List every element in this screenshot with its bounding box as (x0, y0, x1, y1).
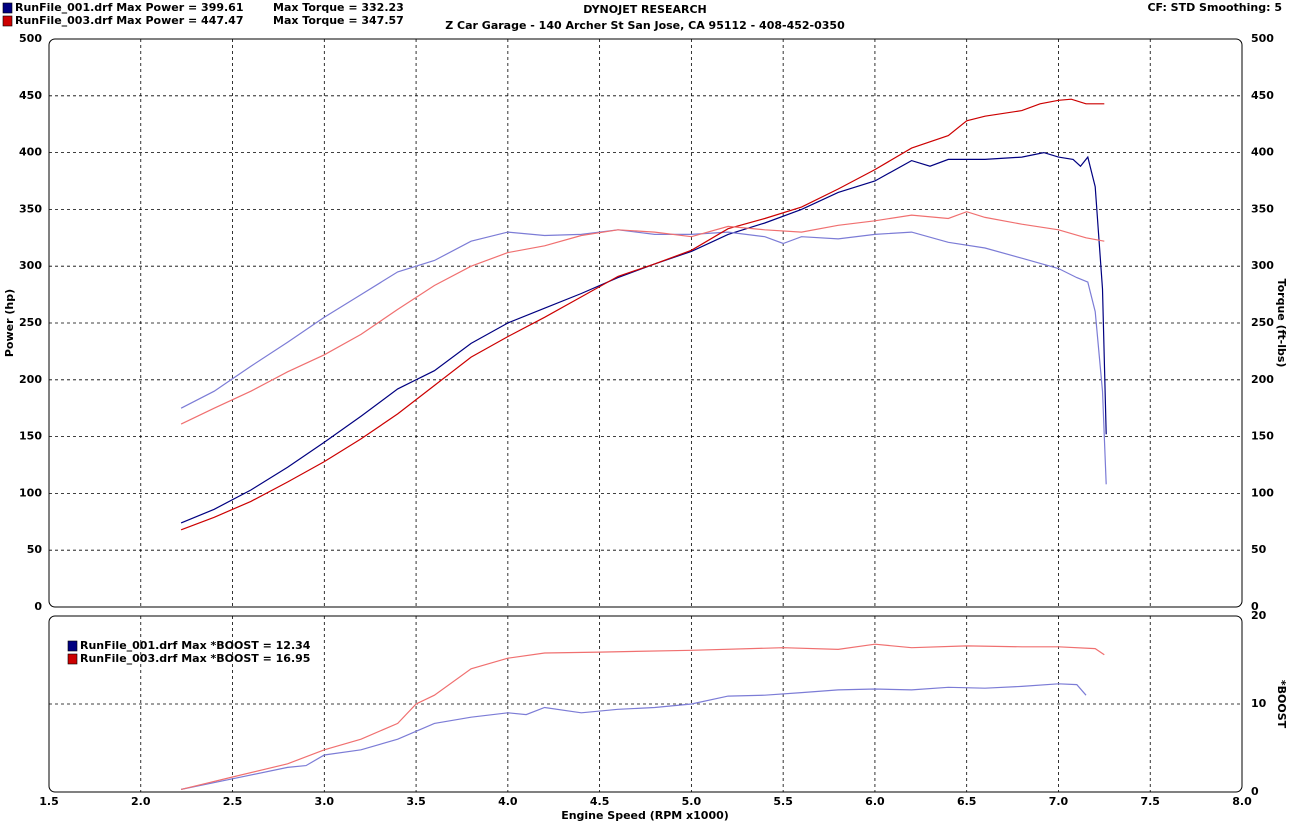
legend-entry: RunFile_003.drf Max Power = 447.47 (15, 14, 244, 27)
y-tick-label: 50 (27, 543, 43, 556)
legend-swatch (2, 2, 13, 14)
x-tick-label: 5.5 (773, 795, 793, 808)
chart-subtitle: Z Car Garage - 140 Archer St San Jose, C… (445, 19, 845, 32)
series-line (180, 98, 1105, 531)
legend-entry: RunFile_003.drf Max *BOOST = 16.95 (80, 652, 310, 665)
y2-tick-label: 450 (1251, 89, 1274, 102)
x-tick-label: 1.5 (39, 795, 59, 808)
series-line (180, 151, 1107, 524)
y-tick-label: 100 (19, 486, 42, 499)
y2-axis-title: Torque (ft-lbs) (1275, 279, 1288, 368)
y2-tick-label: 350 (1251, 202, 1274, 215)
x-tick-label: 2.5 (223, 795, 243, 808)
y2-tick-label: 250 (1251, 316, 1274, 329)
x-tick-label: 8.0 (1232, 795, 1252, 808)
y2-tick-label: 10 (1251, 697, 1267, 710)
y2-tick-label: 0 (1251, 600, 1259, 613)
x-tick-label: 3.0 (315, 795, 335, 808)
boost-axis-title: *BOOST (1275, 680, 1288, 729)
x-tick-label: 7.0 (1049, 795, 1069, 808)
x-tick-label: 4.5 (590, 795, 610, 808)
series-line (180, 643, 1105, 790)
y2-tick-label: 50 (1251, 543, 1267, 556)
y-tick-label: 0 (34, 600, 42, 613)
series-line (180, 229, 1107, 485)
y2-tick-label: 0 (1251, 785, 1259, 798)
legend-entry: Max Torque = 347.57 (273, 14, 404, 27)
legend-entry: RunFile_001.drf Max Power = 399.61 (15, 1, 244, 14)
y-tick-label: 200 (19, 373, 42, 386)
y2-tick-label: 300 (1251, 259, 1274, 272)
y2-tick-label: 20 (1251, 609, 1267, 622)
legend-swatch (67, 653, 78, 665)
y2-tick-label: 400 (1251, 146, 1274, 159)
y2-tick-label: 500 (1251, 32, 1274, 45)
y-tick-label: 150 (19, 430, 42, 443)
y2-tick-label: 100 (1251, 486, 1274, 499)
y-tick-label: 500 (19, 32, 42, 45)
y-tick-label: 400 (19, 146, 42, 159)
chart-title: DYNOJET RESEARCH (583, 3, 706, 16)
x-tick-label: 6.5 (957, 795, 977, 808)
series-line (180, 211, 1105, 425)
legend-swatch (2, 15, 13, 27)
y2-tick-label: 200 (1251, 373, 1274, 386)
x-tick-label: 3.5 (406, 795, 426, 808)
x-tick-label: 5.0 (682, 795, 702, 808)
y-tick-label: 450 (19, 89, 42, 102)
x-tick-label: 4.0 (498, 795, 518, 808)
legend-entry: RunFile_001.drf Max *BOOST = 12.34 (80, 639, 311, 652)
legend-swatch (67, 640, 78, 652)
x-tick-label: 7.5 (1140, 795, 1160, 808)
x-tick-label: 6.0 (865, 795, 885, 808)
legend-entry: Max Torque = 332.23 (273, 1, 404, 14)
settings-note: CF: STD Smoothing: 5 (1147, 1, 1282, 14)
y-tick-label: 350 (19, 202, 42, 215)
x-axis-title: Engine Speed (RPM x1000) (561, 809, 729, 822)
y-axis-title: Power (hp) (3, 289, 16, 357)
y-tick-label: 300 (19, 259, 42, 272)
x-tick-label: 2.0 (131, 795, 151, 808)
y-tick-label: 250 (19, 316, 42, 329)
series-line (180, 683, 1087, 790)
y2-tick-label: 150 (1251, 430, 1274, 443)
